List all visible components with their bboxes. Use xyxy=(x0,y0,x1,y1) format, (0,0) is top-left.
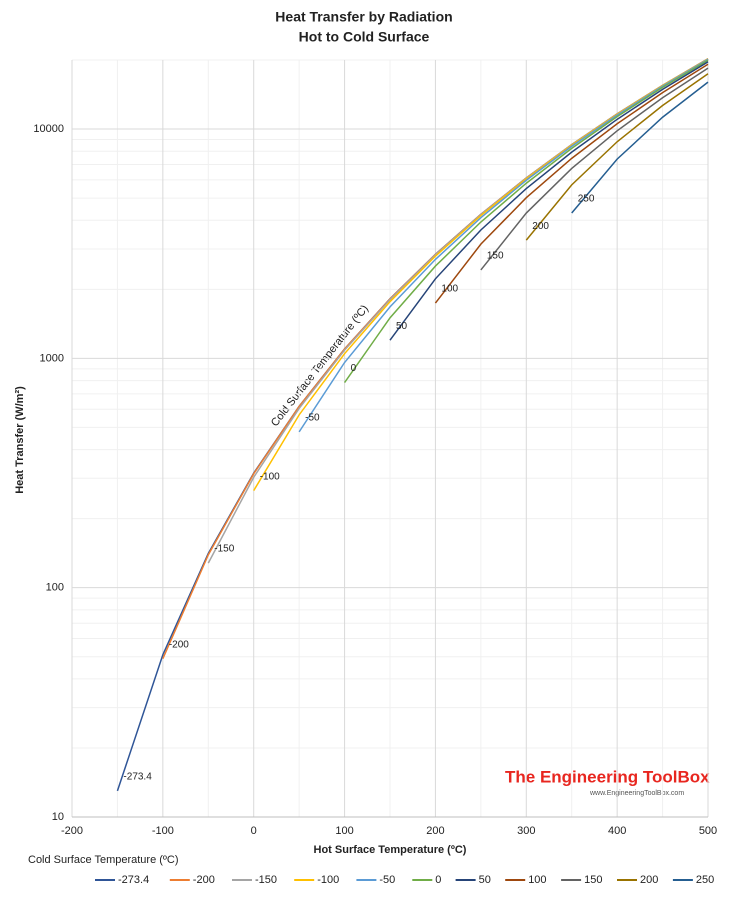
legend-label: -150 xyxy=(255,874,277,886)
x-tick-label: 500 xyxy=(699,825,717,837)
x-tick-label: 100 xyxy=(335,825,353,837)
y-tick-label: 10 xyxy=(52,811,64,823)
series-line xyxy=(343,59,709,384)
series-line xyxy=(480,67,709,271)
series-label: -150 xyxy=(214,544,234,555)
series-label: 200 xyxy=(532,221,549,232)
legend-label: -200 xyxy=(193,874,215,886)
series-line xyxy=(525,73,709,241)
legend-label: 100 xyxy=(528,874,546,886)
series-label: -273.4 xyxy=(123,772,152,783)
series-label: 50 xyxy=(396,321,408,332)
x-tick-label: -200 xyxy=(61,825,83,837)
watermark-url: www.EngineeringToolBox.com xyxy=(589,790,684,797)
series-label: 100 xyxy=(441,284,458,295)
x-tick-label: 200 xyxy=(426,825,444,837)
legend-label: 0 xyxy=(435,874,441,886)
x-tick-label: 400 xyxy=(608,825,626,837)
y-tick-label: 100 xyxy=(46,582,64,594)
series-line xyxy=(207,58,709,564)
series-line xyxy=(389,61,709,341)
series-line xyxy=(116,58,709,792)
series-label: 150 xyxy=(487,251,504,262)
legend-label: 200 xyxy=(640,874,658,886)
series-line xyxy=(571,81,709,214)
series-line xyxy=(298,58,709,433)
legend-label: 250 xyxy=(696,874,714,886)
series-label: -50 xyxy=(305,413,320,424)
legend-title: Cold Surface Temperature (ºC) xyxy=(28,854,179,866)
series-line xyxy=(434,63,709,304)
legend-label: 50 xyxy=(479,874,491,886)
series-label: -200 xyxy=(169,639,189,650)
legend-label: -273.4 xyxy=(118,874,149,886)
x-tick-label: 300 xyxy=(517,825,535,837)
legend-label: 150 xyxy=(584,874,602,886)
series-label: 250 xyxy=(578,194,595,205)
chart-title: Heat Transfer by Radiation xyxy=(275,9,452,25)
watermark: The Engineering ToolBox xyxy=(505,767,710,786)
legend-label: -50 xyxy=(379,874,395,886)
series-label: 0 xyxy=(351,363,357,374)
x-tick-label: -100 xyxy=(152,825,174,837)
y-tick-label: 10000 xyxy=(33,123,64,135)
legend-label: -100 xyxy=(317,874,339,886)
y-tick-label: 1000 xyxy=(40,352,64,364)
x-axis-title: Hot Surface Temperature (ºC) xyxy=(314,844,467,856)
x-tick-label: 0 xyxy=(251,825,257,837)
series-label: -100 xyxy=(260,471,280,482)
chart-subtitle: Hot to Cold Surface xyxy=(299,29,430,45)
y-axis-title: Heat Transfer (W/m²) xyxy=(14,386,26,494)
